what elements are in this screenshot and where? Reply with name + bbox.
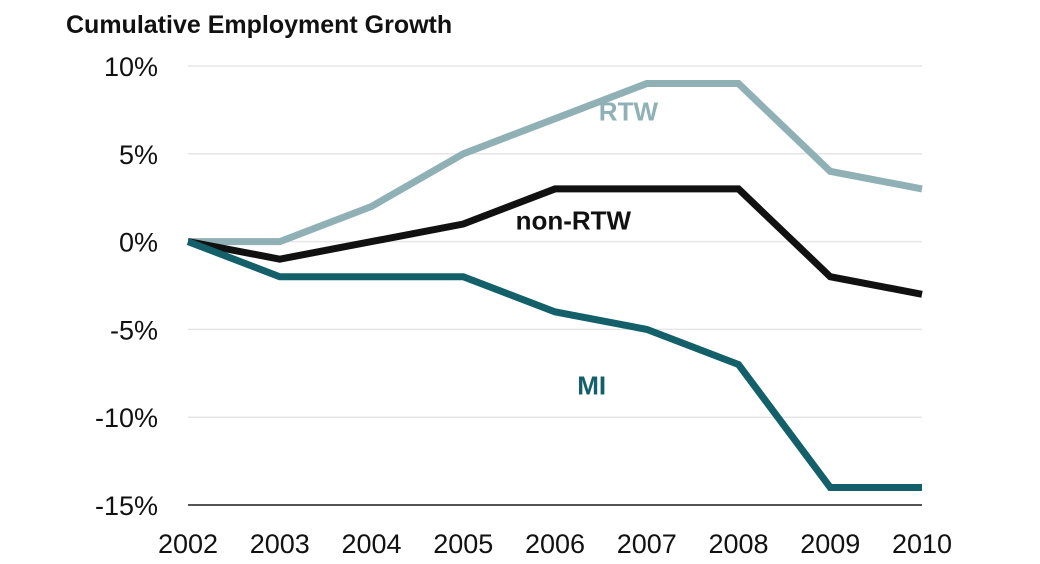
x-tick-label: 2004 [341,529,401,559]
series-lines [186,80,923,491]
y-tick-label: -15% [95,491,158,521]
chart-title: Cumulative Employment Growth [66,11,452,39]
series-line-non-rtw [187,185,923,298]
y-tick-label: -5% [110,315,158,345]
y-tick-label: -10% [95,403,158,433]
series-line-mi [186,238,922,491]
series-line-rtw [188,80,923,246]
series-label: MI [577,371,606,401]
x-tick-label: 2009 [800,529,860,559]
series-label: non-RTW [516,206,632,236]
gridlines [188,65,922,506]
x-axis-ticks: 2002 2003 2004 2005 2006 2007 2008 2009 2010 [158,529,952,559]
y-axis-ticks: 10% 5% 0% -5% -10% -15% [95,52,158,521]
x-tick-label: 2005 [433,529,493,559]
x-tick-label: 2007 [617,529,677,559]
y-tick-label: 5% [119,140,158,170]
series-label: RTW [599,97,659,127]
series-labels: RTW non-RTW MI [516,97,659,401]
x-tick-label: 2006 [525,529,585,559]
x-tick-label: 2008 [708,529,768,559]
x-tick-label: 2010 [892,529,952,559]
y-tick-label: 0% [119,228,158,258]
x-tick-label: 2003 [250,529,310,559]
y-tick-label: 10% [104,52,158,82]
x-tick-label: 2002 [158,529,218,559]
